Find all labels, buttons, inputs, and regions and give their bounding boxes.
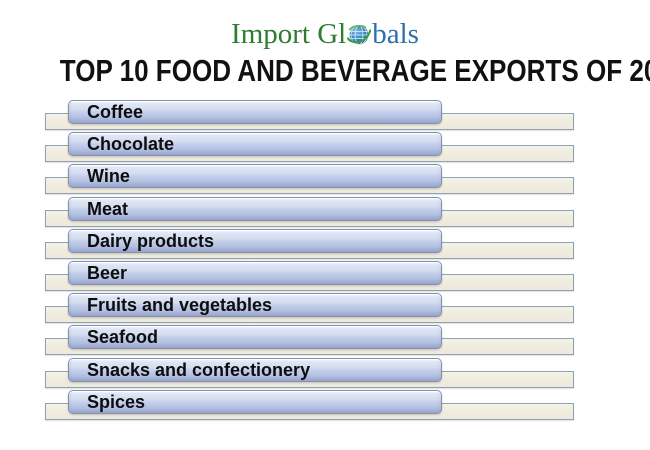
bar-label: Beer: [87, 262, 128, 283]
bar: Spices: [68, 389, 442, 414]
bar-row: Snacks and confectionery: [45, 357, 575, 390]
bar-label: Chocolate: [87, 134, 175, 155]
bar: Wine: [68, 164, 442, 189]
bar: Dairy products: [68, 228, 442, 253]
bar-label: Seafood: [87, 327, 159, 348]
bar-row: Chocolate: [45, 132, 575, 164]
bar-label: Snacks and confectionery: [87, 359, 311, 380]
bar-label: Spices: [87, 391, 146, 412]
bar-row: Dairy products: [45, 228, 575, 261]
bar-row: Meat: [45, 196, 575, 229]
bar: Snacks and confectionery: [68, 357, 442, 382]
bar-row: Beer: [45, 260, 575, 293]
bar: Fruits and vegetables: [68, 293, 442, 318]
page-title: TOP 10 FOOD AND BEVERAGE EXPORTS OF 2023: [0, 53, 650, 89]
logo: Import Gl bals: [0, 18, 650, 50]
bar-label: Wine: [87, 166, 130, 187]
bar: Chocolate: [68, 132, 442, 157]
globe-icon: [347, 25, 372, 45]
bar-list: Coffee Chocolate Wine Meat Dairy product…: [45, 100, 575, 424]
bar: Seafood: [68, 325, 442, 350]
logo-text-blue: bals: [372, 18, 419, 50]
logo-text-green: Import Gl: [231, 18, 347, 50]
bar-row: Wine: [45, 164, 575, 196]
bar-label: Meat: [87, 198, 129, 219]
bar-label: Fruits and vegetables: [87, 295, 273, 316]
page-title-text: TOP 10 FOOD AND BEVERAGE EXPORTS OF 2023: [59, 53, 650, 88]
bar-label: Dairy products: [87, 230, 215, 251]
bar: Meat: [68, 196, 442, 221]
bar-row: Coffee: [45, 100, 575, 132]
bar-row: Seafood: [45, 325, 575, 357]
bar-row: Fruits and vegetables: [45, 293, 575, 325]
bar: Coffee: [68, 100, 442, 124]
bar-label: Coffee: [87, 102, 144, 122]
bar-row: Spices: [45, 389, 575, 422]
bar: Beer: [68, 260, 442, 285]
